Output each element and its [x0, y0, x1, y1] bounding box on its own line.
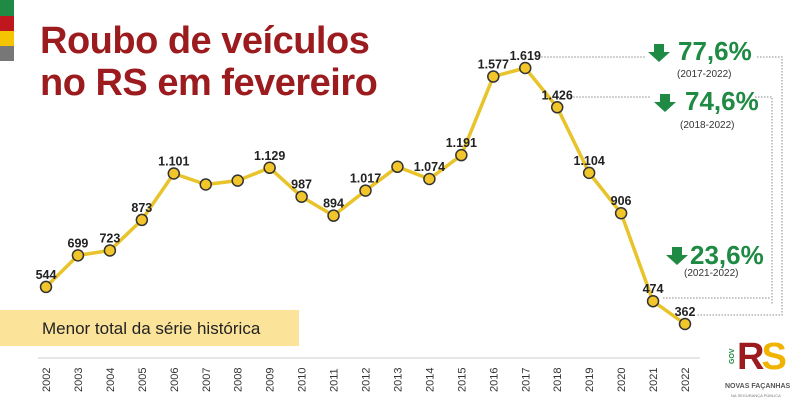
- logo: GOV RS NOVAS FAÇANHAS NA SEGURANÇA PÚBLI…: [725, 336, 795, 405]
- data-point-2011: [327, 209, 340, 222]
- data-point-2022: [678, 317, 692, 331]
- logo-rs: RS: [737, 336, 787, 379]
- x-tick-2008: 2008: [233, 368, 245, 392]
- data-point-2015: [455, 148, 468, 162]
- down-arrow-icon: [666, 247, 688, 265]
- data-label-2005: 873: [131, 201, 152, 215]
- data-point-2002: [39, 280, 53, 294]
- data-label-2002: 544: [36, 268, 57, 282]
- down-arrow-icon: [654, 94, 676, 112]
- note-text: Menor total da série histórica: [42, 319, 261, 338]
- callout-range-1: (2017-2022): [677, 69, 732, 80]
- x-tick-2011: 2011: [329, 368, 341, 392]
- callout-range-2: (2018-2022): [680, 120, 735, 131]
- data-point-2018: [550, 101, 564, 114]
- data-label-2017: 1.619: [510, 49, 541, 63]
- data-label-2021: 474: [643, 282, 664, 296]
- x-tick-2013: 2013: [392, 368, 404, 392]
- data-label-2018: 1.426: [542, 88, 573, 102]
- x-tick-2010: 2010: [297, 368, 309, 392]
- connector-2018-right: [755, 96, 773, 305]
- x-tick-2021: 2021: [648, 368, 660, 392]
- title-line-1: Roubo de veículos: [40, 20, 370, 62]
- x-tick-2006: 2006: [169, 368, 181, 392]
- data-point-2019: [582, 166, 596, 180]
- data-point-2009: [263, 161, 276, 175]
- logo-gov: GOV: [729, 348, 736, 364]
- x-tick-2003: 2003: [73, 368, 85, 392]
- note-box: Menor total da série histórica: [0, 310, 299, 346]
- callout-pct-1: 77,6%: [678, 36, 752, 66]
- data-point-2006: [167, 167, 181, 180]
- data-point-2010: [295, 190, 308, 203]
- logo-r: R: [737, 336, 765, 378]
- x-tick-2002: 2002: [41, 368, 53, 392]
- data-label-2014: 1.074: [414, 160, 445, 174]
- x-tick-2004: 2004: [105, 368, 117, 392]
- logo-s: S: [761, 336, 786, 378]
- data-point-2005: [135, 213, 149, 227]
- callout-pct-3: 23,6%: [690, 240, 764, 270]
- x-tick-2016: 2016: [488, 368, 500, 392]
- data-point-2004: [103, 244, 117, 257]
- data-point-2017: [519, 61, 532, 75]
- data-label-2016: 1.577: [478, 58, 509, 72]
- x-tick-2009: 2009: [265, 368, 277, 392]
- data-label-2015: 1.191: [446, 136, 477, 150]
- callout-pct-2: 74,6%: [685, 86, 759, 116]
- x-tick-2005: 2005: [137, 368, 149, 392]
- data-label-2019: 1.104: [574, 154, 605, 168]
- stripe-green: [0, 0, 14, 16]
- data-point-2008: [231, 174, 244, 187]
- data-point-2021: [646, 294, 660, 308]
- data-label-2012: 1.017: [350, 172, 381, 186]
- logo-line1: NOVAS FAÇANHAS: [725, 383, 791, 390]
- x-tick-2014: 2014: [424, 368, 436, 392]
- x-tick-2017: 2017: [520, 368, 532, 392]
- data-point-2007: [199, 178, 212, 191]
- data-label-2011: 894: [323, 197, 344, 211]
- x-tick-2020: 2020: [616, 368, 628, 392]
- x-tick-2012: 2012: [361, 368, 373, 392]
- x-tick-2022: 2022: [680, 368, 692, 392]
- x-tick-2018: 2018: [552, 368, 564, 392]
- x-tick-2019: 2019: [584, 368, 596, 392]
- data-label-2010: 987: [291, 178, 312, 192]
- data-label-2004: 723: [99, 231, 120, 245]
- chart-title: Roubo de veículos no RS em fevereiro: [40, 20, 378, 104]
- x-tick-2015: 2015: [456, 368, 468, 392]
- stripe-yellow: [0, 31, 14, 46]
- data-label-2003: 699: [68, 236, 89, 250]
- data-point-2016: [487, 70, 500, 83]
- down-arrow-icon: [648, 44, 670, 62]
- data-point-2013: [391, 160, 404, 174]
- stripe-gray: [0, 46, 14, 61]
- data-point-2012: [359, 184, 372, 197]
- callout-range-3: (2021-2022): [684, 268, 739, 279]
- connector-2017-right: [697, 56, 783, 316]
- data-label-2020: 906: [611, 194, 632, 208]
- data-label-2022: 362: [675, 305, 696, 319]
- stripe-red: [0, 16, 14, 31]
- data-point-2003: [71, 249, 85, 262]
- x-tick-2007: 2007: [201, 368, 213, 392]
- title-line-2: no RS em fevereiro: [40, 62, 378, 104]
- data-point-2020: [614, 206, 628, 220]
- logo-line2: NA SEGURANÇA PÚBLICA: [731, 393, 781, 398]
- data-label-2009: 1.129: [254, 149, 285, 163]
- data-point-2014: [423, 172, 436, 186]
- data-label-2006: 1.101: [158, 154, 189, 168]
